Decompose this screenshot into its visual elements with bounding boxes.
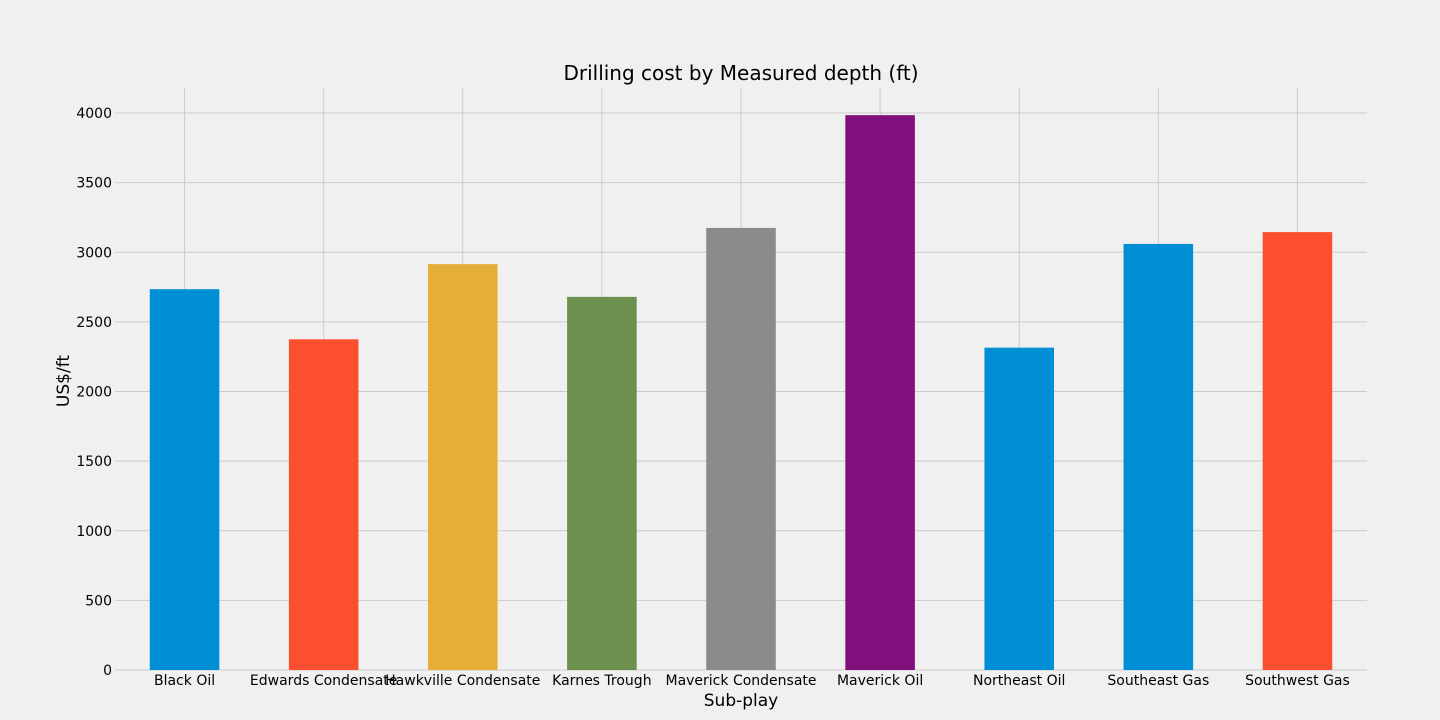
x-tick-label: Karnes Trough [552, 673, 651, 689]
bar-northeast-oil [984, 347, 1054, 670]
y-tick-label: 2000 [76, 385, 112, 401]
y-tick-labels: 0 500 1000 1500 2000 2500 3000 3500 4000 [76, 106, 112, 679]
y-tick-label: 4000 [76, 106, 112, 122]
x-tick-label: Maverick Oil [837, 673, 923, 689]
x-tick-label: Edwards Condensate [250, 673, 397, 689]
y-axis-label: US$/ft [54, 355, 74, 407]
bar-southwest-gas [1262, 232, 1333, 670]
y-tick-label: 2500 [76, 315, 112, 331]
y-tick-label: 1500 [76, 454, 112, 470]
y-tick-label: 3000 [76, 245, 112, 261]
x-tick-label: Southeast Gas [1107, 673, 1209, 689]
x-tick-label: Hawkville Condensate [385, 673, 540, 689]
bar-edwards-condensate [288, 339, 359, 670]
bar-maverick-oil [845, 115, 915, 671]
y-tick-label: 500 [85, 593, 112, 609]
y-tick-label: 0 [103, 663, 112, 679]
bars-layer [149, 115, 1333, 671]
bar-black-oil [149, 289, 220, 670]
chart-title: Drilling cost by Measured depth (ft) [563, 61, 918, 85]
x-tick-label: Maverick Condensate [665, 673, 816, 689]
bar-southeast-gas [1123, 243, 1194, 671]
y-tick-label: 3500 [76, 176, 112, 192]
y-tick-label: 1000 [76, 524, 112, 540]
bar-hawkville-condensate [428, 264, 498, 670]
x-tick-label: Southwest Gas [1245, 673, 1350, 689]
bar-maverick-condensate [706, 227, 776, 671]
x-axis-label: Sub-play [704, 691, 778, 711]
bar-karnes-trough [567, 296, 637, 670]
x-tick-label: Black Oil [154, 673, 215, 689]
x-tick-label: Northeast Oil [973, 673, 1065, 689]
